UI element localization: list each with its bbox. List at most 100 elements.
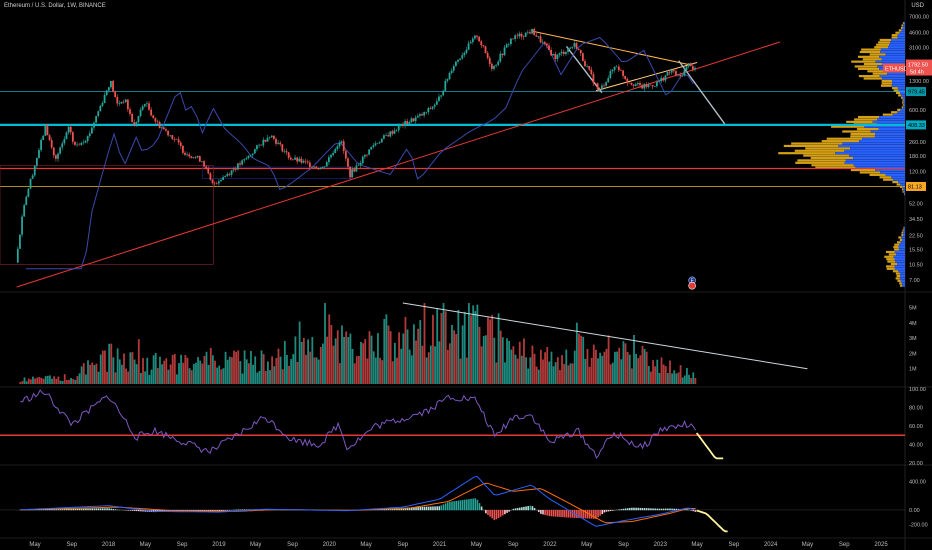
candle	[349, 166, 351, 178]
volume-bar	[245, 359, 248, 384]
rising-support-line[interactable]	[595, 62, 698, 92]
candle	[372, 145, 375, 147]
long-term-trend-line[interactable]	[16, 41, 781, 288]
profile-bar	[861, 48, 881, 51]
volume-bar	[533, 353, 536, 384]
volume-bar	[457, 309, 460, 384]
profile-bar	[899, 282, 902, 285]
volume-bar	[57, 376, 60, 384]
candle	[186, 154, 189, 156]
volume-bar	[406, 329, 409, 384]
volume-bar	[402, 333, 405, 384]
volume-bar	[237, 350, 240, 384]
projection-line[interactable]	[678, 60, 726, 125]
volume-bar	[353, 363, 356, 384]
macd-histogram-bar	[214, 509, 216, 512]
candle	[505, 44, 508, 48]
candle	[361, 156, 364, 164]
profile-bar	[864, 125, 905, 128]
volume-bar	[573, 350, 576, 384]
time-tick-label: May	[471, 542, 482, 548]
profile-bar	[895, 91, 901, 95]
candle	[672, 70, 675, 72]
time-tick-label: May	[29, 542, 40, 548]
volume-bar	[55, 378, 58, 384]
profile-bar	[902, 96, 905, 99]
volume-bar	[104, 350, 106, 384]
candle	[203, 161, 205, 167]
profile-bar	[890, 41, 905, 44]
volume-bar	[281, 369, 284, 384]
volume-bar	[643, 349, 646, 384]
volume-bar	[114, 372, 117, 384]
volume-bar	[484, 335, 487, 384]
profile-bar	[888, 253, 897, 256]
candle	[245, 158, 248, 160]
macd-histogram-bar	[499, 509, 502, 517]
candle	[152, 115, 155, 119]
macd-histogram-bar	[451, 501, 453, 511]
candle	[207, 168, 210, 174]
candle	[376, 143, 379, 144]
candle	[69, 126, 72, 133]
volume-bar	[38, 376, 41, 384]
macd-histogram-bar	[514, 508, 517, 511]
macd-histogram-bar	[609, 509, 612, 512]
macd-histogram-bar	[76, 508, 79, 511]
candle	[226, 174, 229, 176]
time-tick-label: Sep	[66, 542, 77, 548]
volume-bar	[480, 346, 483, 384]
candle	[666, 71, 669, 76]
volume-bar	[42, 378, 45, 384]
news-marker[interactable]	[688, 281, 696, 290]
macd-projection	[696, 509, 728, 533]
macd-histogram-bar	[595, 509, 597, 519]
candle	[355, 165, 358, 172]
candle	[495, 64, 497, 66]
macd-histogram-bar	[391, 509, 394, 511]
volume-bar	[322, 343, 324, 384]
candle	[639, 83, 641, 86]
candle	[522, 36, 525, 38]
macd-histogram-bar	[161, 509, 163, 512]
candle	[677, 74, 679, 76]
macd-histogram-bar	[658, 508, 661, 511]
volume-bar	[429, 345, 432, 384]
candle	[395, 130, 398, 131]
profile-bar	[898, 89, 905, 92]
candle	[414, 117, 417, 122]
candle	[103, 95, 106, 104]
candle	[687, 63, 690, 67]
profile-bar	[877, 118, 905, 121]
candle	[448, 72, 451, 80]
profile-bar	[855, 166, 905, 169]
rsi-tick-label: 80.00	[909, 406, 923, 412]
volume-bar	[23, 377, 26, 384]
macd-histogram-bar	[601, 509, 604, 515]
profile-bar	[879, 75, 905, 78]
projection-line[interactable]	[565, 46, 603, 94]
volume-trendline[interactable]	[402, 302, 808, 370]
candle	[334, 149, 337, 154]
profile-bar	[861, 137, 905, 140]
volume-bar	[628, 354, 631, 384]
macd-histogram-bar	[449, 501, 451, 511]
price-tick-label: 3100.00	[909, 46, 929, 52]
volume-bar	[180, 354, 183, 384]
macd-histogram-bar	[641, 508, 644, 511]
volume-bar	[504, 362, 506, 384]
candle	[74, 141, 76, 145]
profile-bar	[883, 178, 893, 181]
candle	[31, 175, 34, 179]
candle	[628, 82, 631, 84]
candle	[275, 138, 277, 144]
volume-bar	[476, 304, 479, 384]
volume-bar	[465, 357, 468, 384]
volume-bar	[662, 364, 665, 384]
candle	[692, 66, 694, 70]
candle	[357, 165, 360, 166]
volume-bar	[501, 337, 504, 384]
candle	[562, 51, 565, 54]
macd-histogram-bar	[654, 508, 656, 511]
